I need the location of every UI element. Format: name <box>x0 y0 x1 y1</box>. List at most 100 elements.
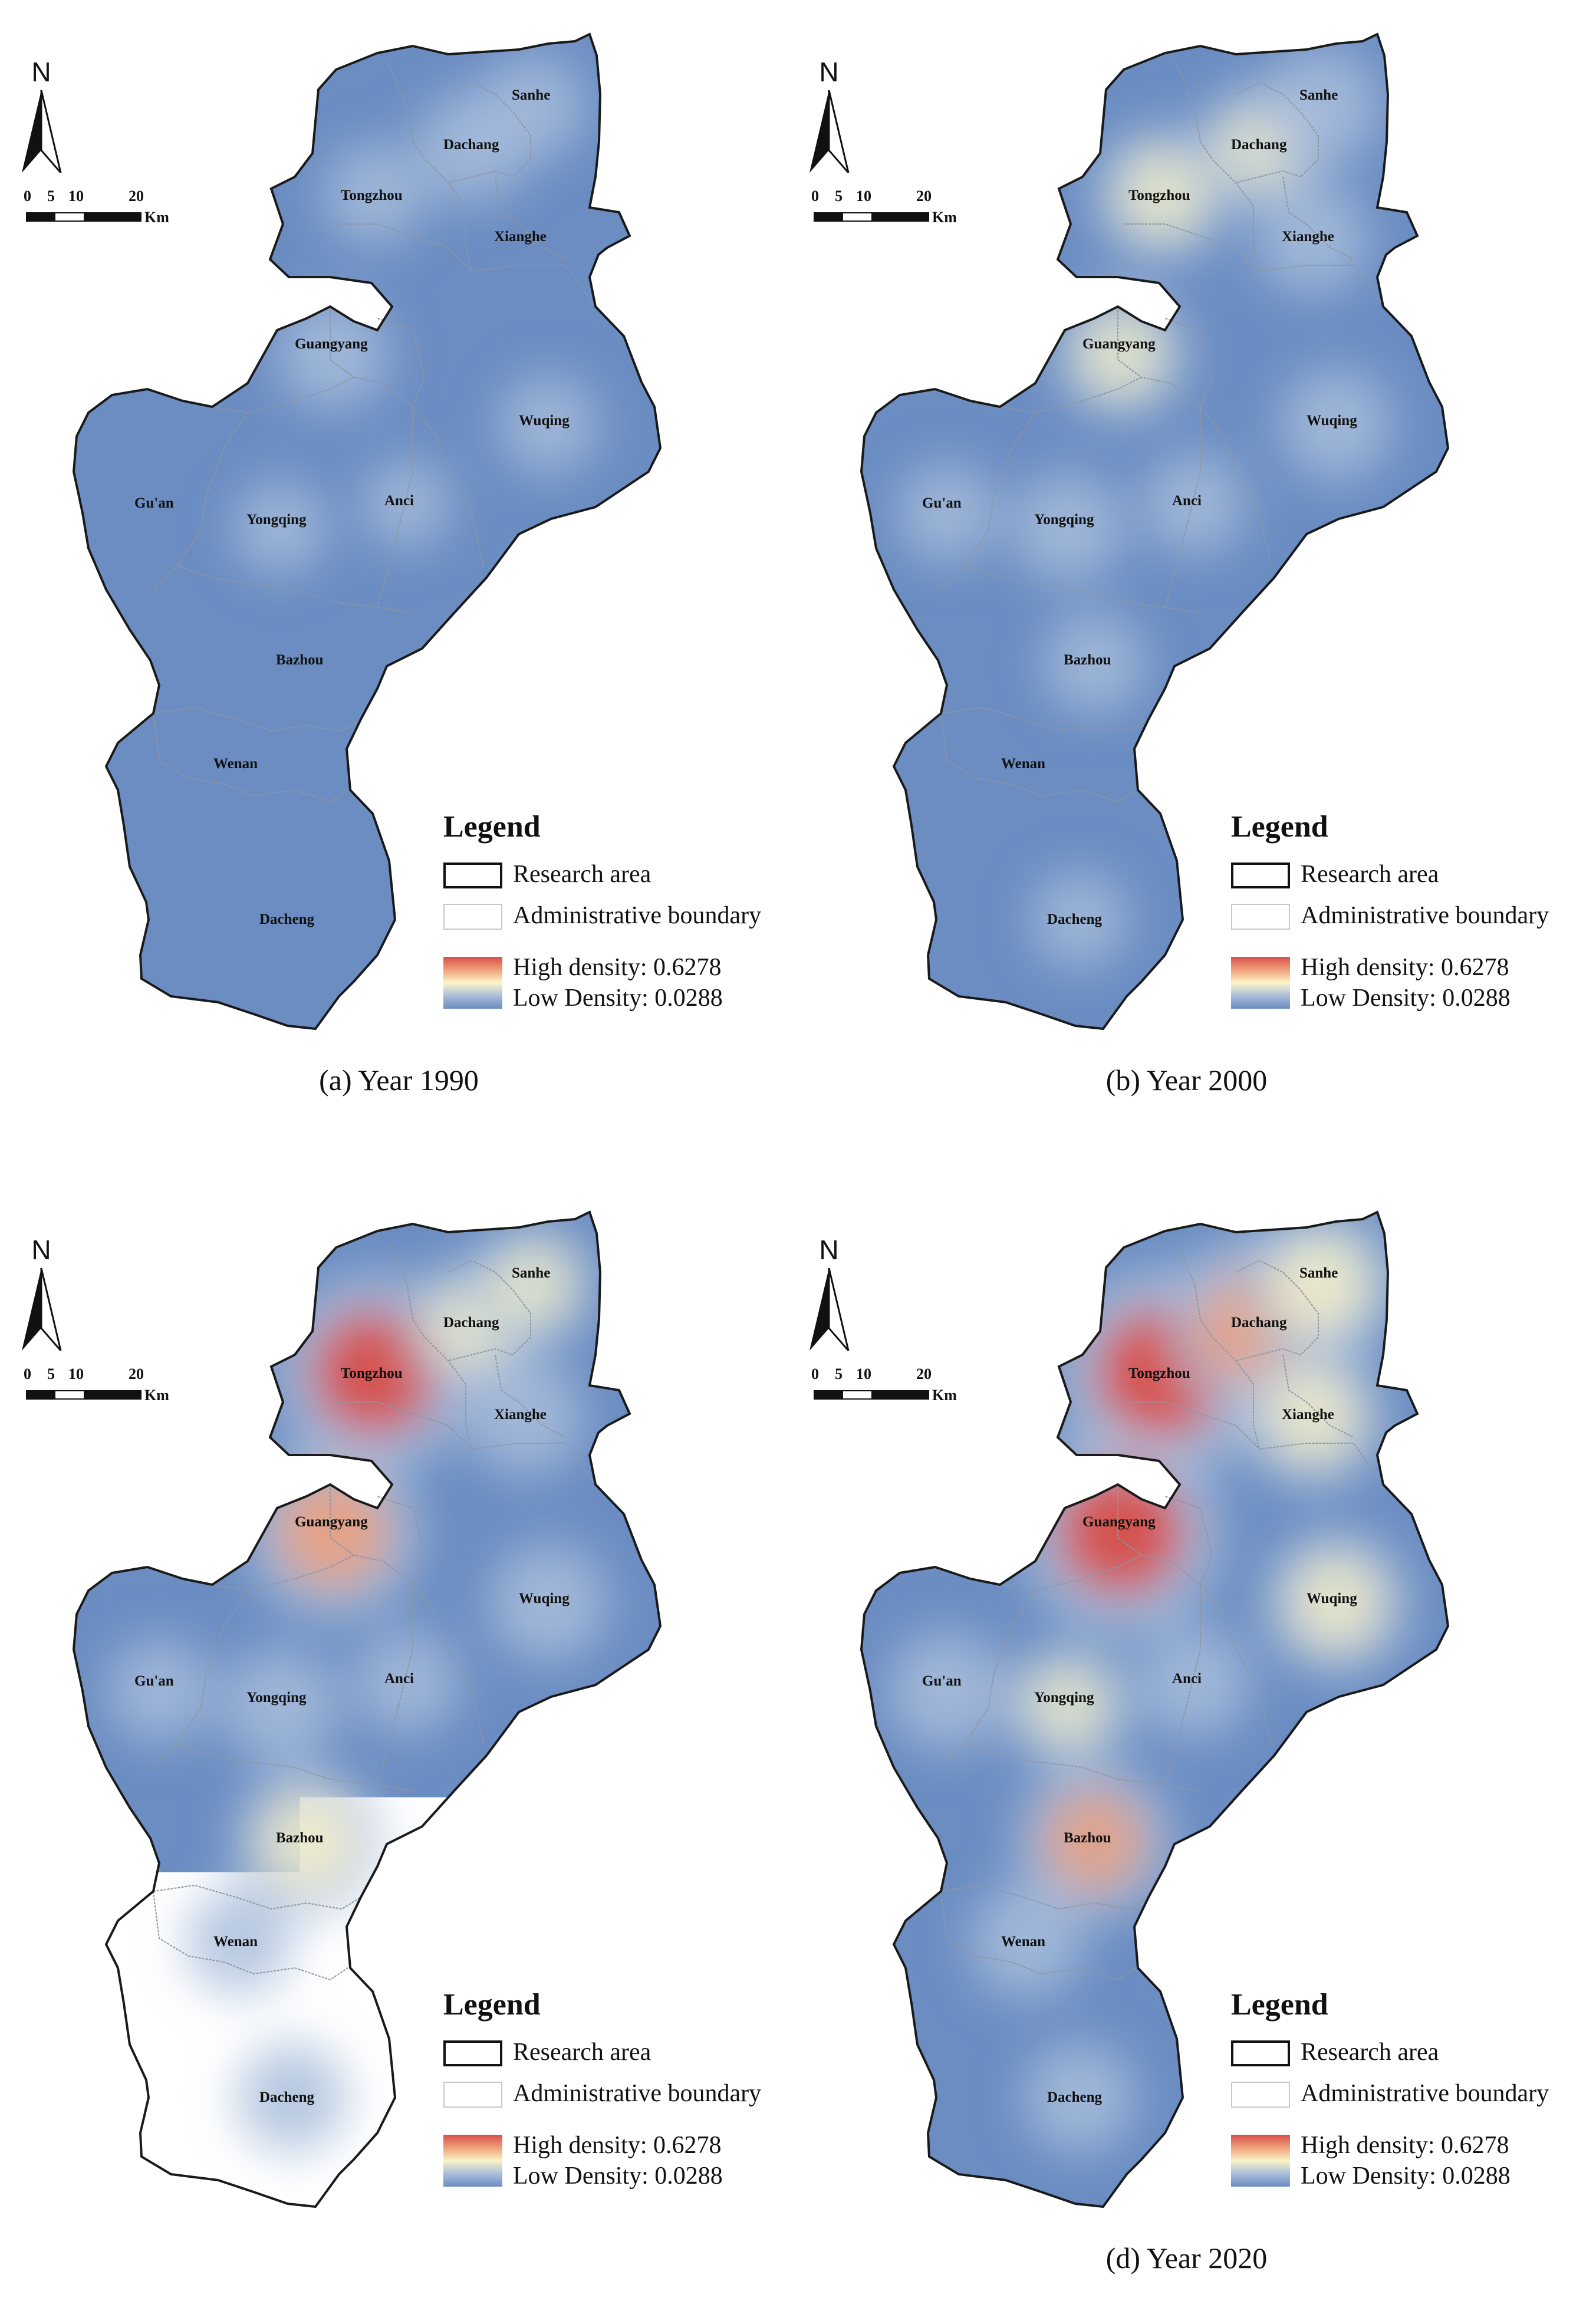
scale-segment <box>55 213 84 220</box>
scale-tick: 0 <box>24 187 31 205</box>
label-anci: Anci <box>384 1671 414 1687</box>
north-arrow: N <box>805 56 853 174</box>
label-dachang: Dachang <box>1231 137 1286 153</box>
label-yongqing: Yongqing <box>1034 512 1094 528</box>
density-core-guangyang <box>295 316 371 391</box>
label-dacheng: Dacheng <box>1047 911 1102 928</box>
north-label: N <box>805 1234 853 1266</box>
scale-tick: 20 <box>129 187 144 205</box>
label-guangyang: Guangyang <box>1082 1514 1156 1530</box>
density-color-ramp <box>1231 2135 1290 2187</box>
label-sanhe: Sanhe <box>1299 87 1338 104</box>
label-xianghe: Xianghe <box>1282 229 1334 245</box>
legend-low-label: Low Density: 0.0288 <box>1301 984 1511 1012</box>
density-core-sanhe <box>492 1242 575 1325</box>
label-bazhou: Bazhou <box>276 1830 324 1846</box>
density-core-guan <box>907 1651 987 1731</box>
scale-bar: 0 5 10 20 Km <box>24 1365 177 1401</box>
scale-tick: 0 <box>811 1365 819 1383</box>
density-core-sanhe <box>1282 67 1361 146</box>
label-wuqing: Wuqing <box>519 413 570 429</box>
scale-tick: 20 <box>916 187 932 205</box>
scale-segment <box>55 1391 84 1398</box>
legend-swatch <box>443 904 502 930</box>
north-arrow: N <box>18 56 65 174</box>
scale-segments <box>26 1390 141 1400</box>
label-guan: Gu'an <box>134 1673 174 1690</box>
density-core-guan <box>913 479 980 547</box>
label-xianghe: Xianghe <box>1282 1407 1334 1423</box>
label-tongzhou: Tongzhou <box>341 1365 403 1382</box>
north-label: N <box>18 1234 65 1266</box>
label-xianghe: Xianghe <box>494 1407 547 1423</box>
label-guangyang: Guangyang <box>1082 336 1156 353</box>
legend-label: Research area <box>513 860 651 888</box>
label-guan: Gu'an <box>134 495 174 512</box>
scale-tick: 10 <box>68 187 84 205</box>
legend-swatch <box>443 863 502 888</box>
scale-tick: 10 <box>856 187 871 205</box>
label-dacheng: Dacheng <box>259 2089 314 2106</box>
scale-segment <box>815 213 843 220</box>
scale-segment <box>27 1391 55 1398</box>
panel-caption: (c) Year 2010 <box>0 2241 798 2275</box>
label-wenan: Wenan <box>213 756 258 772</box>
label-tongzhou: Tongzhou <box>1128 187 1190 204</box>
legend-title: Legend <box>1231 1987 1328 2022</box>
label-tongzhou: Tongzhou <box>341 187 403 204</box>
scale-bar: 0 5 10 20 Km <box>811 187 965 223</box>
label-wuqing: Wuqing <box>1307 1591 1357 1607</box>
north-label: N <box>18 56 65 88</box>
label-sanhe: Sanhe <box>1299 1265 1338 1282</box>
label-bazhou: Bazhou <box>1064 652 1111 669</box>
label-wuqing: Wuqing <box>1307 413 1357 429</box>
scale-tick: 5 <box>47 1365 55 1383</box>
scale-segment <box>815 1391 843 1398</box>
label-guangyang: Guangyang <box>295 336 368 353</box>
panel-caption: (b) Year 2000 <box>788 1063 1585 1097</box>
legend-label: Administrative boundary <box>1301 2079 1549 2108</box>
scale-segment <box>871 213 928 220</box>
scale-segments <box>26 212 141 222</box>
map-panel: N 0 5 10 20 Km Sanhe Dachang Tongzhou Xi… <box>788 1178 1585 2324</box>
legend-low-label: Low Density: 0.0288 <box>513 2162 723 2190</box>
scale-tick: 20 <box>916 1365 932 1383</box>
label-yongqing: Yongqing <box>246 512 306 528</box>
density-core-sanhe <box>498 71 570 142</box>
north-arrow-icon <box>808 1268 850 1351</box>
density-core-guan <box>124 1655 195 1727</box>
label-sanhe: Sanhe <box>512 87 550 104</box>
legend-high-label: High density: 0.6278 <box>513 953 722 982</box>
legend-high-label: High density: 0.6278 <box>1301 2131 1509 2160</box>
label-wenan: Wenan <box>1001 756 1045 772</box>
label-anci: Anci <box>1172 493 1202 509</box>
scale-segments <box>814 1390 929 1400</box>
north-arrow-icon <box>808 90 850 173</box>
scale-tick: 20 <box>129 1365 144 1383</box>
label-anci: Anci <box>1172 1671 1202 1687</box>
panel-caption: (a) Year 1990 <box>0 1063 798 1097</box>
label-wenan: Wenan <box>213 1934 258 1950</box>
scale-segment <box>843 213 871 220</box>
scale-tick: 5 <box>835 1365 843 1383</box>
scale-tick: 10 <box>856 1365 871 1383</box>
label-wuqing: Wuqing <box>519 1591 570 1607</box>
legend-swatch <box>1231 2040 1290 2066</box>
legend-swatch <box>1231 904 1290 930</box>
scale-tick: 0 <box>24 1365 31 1383</box>
label-yongqing: Yongqing <box>246 1690 306 1706</box>
scale-tick: 5 <box>47 187 55 205</box>
panel-caption: (d) Year 2020 <box>788 2241 1585 2275</box>
label-dacheng: Dacheng <box>1047 2089 1102 2106</box>
scale-unit: Km <box>144 1387 169 1404</box>
north-arrow: N <box>18 1234 65 1352</box>
legend-high-label: High density: 0.6278 <box>513 2131 722 2160</box>
scale-bar: 0 5 10 20 Km <box>24 187 177 223</box>
label-dachang: Dachang <box>443 1315 499 1331</box>
north-label: N <box>805 56 853 88</box>
density-color-ramp <box>443 2135 502 2187</box>
map-panel: N 0 5 10 20 Km Sanhe Dachang Tongzhou Xi… <box>0 0 798 1146</box>
scale-tick: 0 <box>811 187 819 205</box>
label-guan: Gu'an <box>922 495 962 512</box>
legend-low-label: Low Density: 0.0288 <box>513 984 723 1012</box>
